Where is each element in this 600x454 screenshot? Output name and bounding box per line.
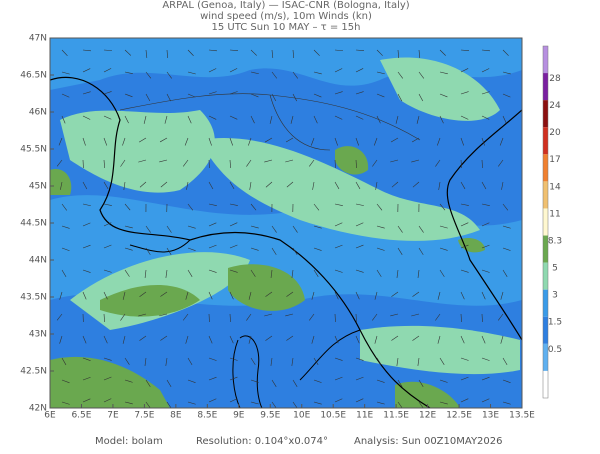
colorbar: 28 24 20 17 14 11 8.3 5 3 1.5 0.5 [543,46,562,398]
lon-label: 9.5E [260,411,280,421]
lat-label: 43.5N [20,293,47,303]
colorbar-label: 24 [549,101,561,111]
colorbar-label: 20 [549,128,561,138]
colorbar-label: 5 [552,264,558,274]
lon-label: 10E [293,411,310,421]
lon-label: 8.5E [197,411,217,421]
colorbar-segment [543,181,548,208]
lon-label: 6E [44,411,56,421]
lon-label: 6.5E [71,411,91,421]
colorbar-segment [543,127,548,154]
lon-label: 8E [170,411,182,421]
lat-label: 45N [29,182,47,192]
lon-label: 11E [356,411,373,421]
colorbar-label: 3 [552,291,558,301]
lon-label: 7E [107,411,119,421]
colorbar-segment [543,100,548,127]
colorbar-label: 11 [549,209,560,219]
lat-label: 44.5N [20,219,47,229]
colorbar-label: 8.3 [548,236,562,246]
map-field [50,38,522,408]
colorbar-label: 14 [549,182,561,192]
colorbar-label: 17 [549,155,560,165]
lon-label: 13.5E [509,411,535,421]
colorbar-segment [543,73,548,100]
lon-label: 7.5E [134,411,154,421]
colorbar-label: 28 [549,74,561,84]
lon-label: 13E [482,411,499,421]
lon-label: 12.5E [446,411,472,421]
footer-resolution: Resolution: 0.104°x0.074° [196,436,328,447]
footer-analysis: Analysis: Sun 00Z10MAY2026 [354,436,503,447]
lon-label: 12E [419,411,436,421]
lon-label: 11.5E [383,411,409,421]
colorbar-segment [543,290,548,317]
lat-label: 45.5N [20,145,47,155]
lon-label: 10.5E [320,411,346,421]
footer-model: Model: bolam [95,436,163,447]
lat-label: 47N [29,34,47,44]
header-line: wind speed (m/s), 10m Winds (kn) [200,11,372,22]
colorbar-segment [543,46,548,73]
colorbar-segment [543,154,548,181]
header-line: ARPAL (Genoa, Italy) — ISAC-CNR (Bologna… [162,0,409,11]
lat-label: 46.5N [20,71,47,81]
lat-label: 44N [29,256,47,266]
lon-label: 9E [233,411,245,421]
colorbar-segment [543,208,548,235]
header-line: 15 UTC Sun 10 MAY – τ = 15h [212,22,361,33]
colorbar-label: 1.5 [548,318,562,328]
colorbar-label: 0.5 [548,345,562,355]
colorbar-segment [543,263,548,290]
lat-label: 42.5N [20,367,47,377]
lat-label: 43N [29,330,47,340]
lat-label: 46N [29,108,47,118]
colorbar-segment [543,371,548,398]
